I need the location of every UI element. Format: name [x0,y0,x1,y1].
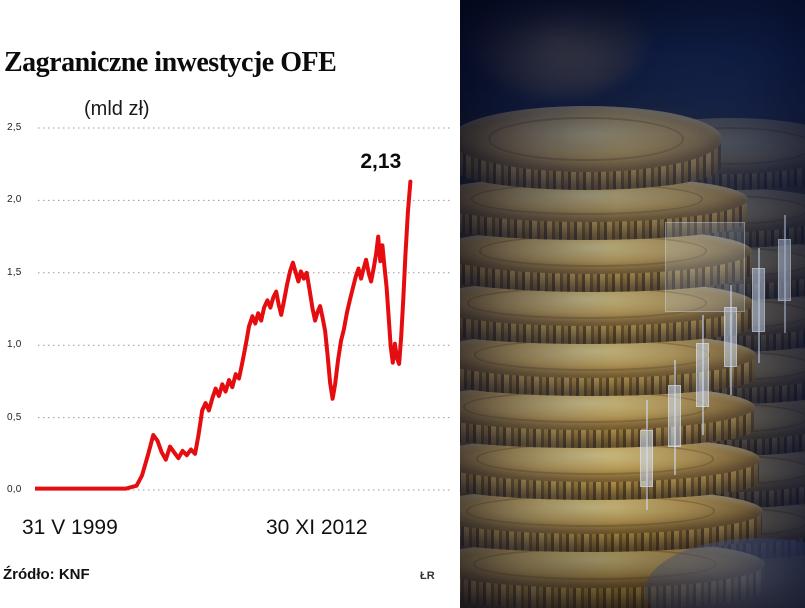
candlestick [696,315,709,435]
photo-vignette [460,0,805,608]
candlestick [778,215,791,333]
candlestick [752,248,765,363]
y-axis-tick-label: 1,0 [7,339,35,351]
x-axis-label-start: 31 V 1999 [22,516,118,539]
coins-photo [460,0,805,608]
candle-body [640,430,653,487]
candlestick [668,360,681,475]
y-axis-tick-label: 0,0 [7,484,35,495]
y-axis-tick-label: 0,5 [7,411,35,423]
chart-canvas [8,127,452,491]
chart-title: Zagraniczne inwestycje OFE [4,46,337,78]
candle-body [724,307,737,367]
x-axis-label-end: 30 XI 2012 [266,516,368,539]
chart-unit-label: (mld zł) [84,98,150,120]
peak-value-label: 2,13 [360,149,402,173]
candlestick-overlay [460,0,805,608]
blue-photo-overlay [460,0,805,608]
candle-body [752,268,765,332]
candlestick [724,285,737,395]
candle-body [778,239,791,301]
y-axis-tick-label: 2,5 [7,122,35,133]
candle-block [665,222,745,312]
author-initials: ŁR [420,570,435,582]
chart-panel: Zagraniczne inwestycje OFE (mld zł) 2,5 … [3,46,452,583]
candle-body [696,343,709,407]
source-label: Źródło: KNF [3,566,90,583]
data-line [28,179,413,491]
candlestick [640,400,653,510]
y-axis-tick-label: 1,5 [7,266,35,278]
candle-body [668,385,681,447]
y-axis-tick-label: 2,0 [7,194,35,206]
